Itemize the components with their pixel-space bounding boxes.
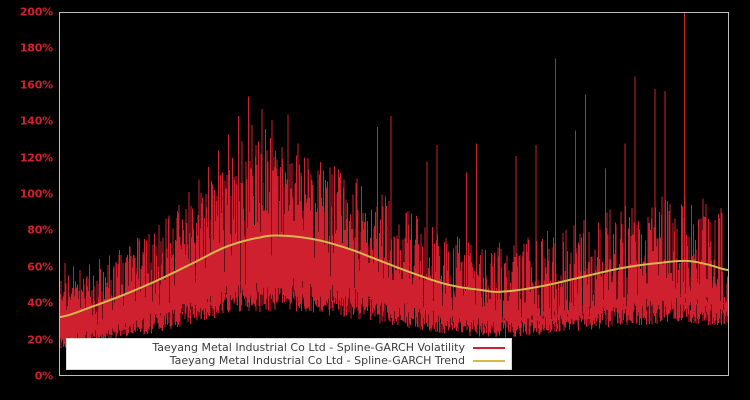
y-tick-label: 100% [19,187,53,201]
volatility-series [60,13,728,349]
legend-label-volatility: Taeyang Metal Industrial Co Ltd - Spline… [152,341,465,354]
trend-series [60,234,728,319]
y-tick-label: 0% [34,369,53,383]
series-svg [60,13,728,349]
y-tick-label: 180% [19,41,53,55]
y-tick-label: 80% [27,223,53,237]
legend-swatch-trend [473,359,505,362]
trend-path [60,234,728,319]
y-tick-label: 40% [27,296,53,310]
y-tick-label: 60% [27,260,53,274]
legend: Taeyang Metal Industrial Co Ltd - Spline… [66,338,512,370]
y-axis: 200% 180% 160% 140% 120% 100% 80% 60% 40% 20% 0% [0,0,59,400]
legend-entry-volatility: Taeyang Metal Industrial Co Ltd - Spline… [67,341,505,354]
y-tick-label: 140% [19,114,53,128]
plot-area [59,12,729,376]
legend-entry-trend: Taeyang Metal Industrial Co Ltd - Spline… [67,354,505,367]
legend-swatch-volatility [473,346,505,349]
legend-label-trend: Taeyang Metal Industrial Co Ltd - Spline… [169,354,465,367]
y-tick-label: 120% [19,151,53,165]
volatility-path [60,13,728,349]
y-tick-label: 160% [19,78,53,92]
y-tick-label: 20% [27,333,53,347]
y-tick-label: 200% [19,5,53,19]
